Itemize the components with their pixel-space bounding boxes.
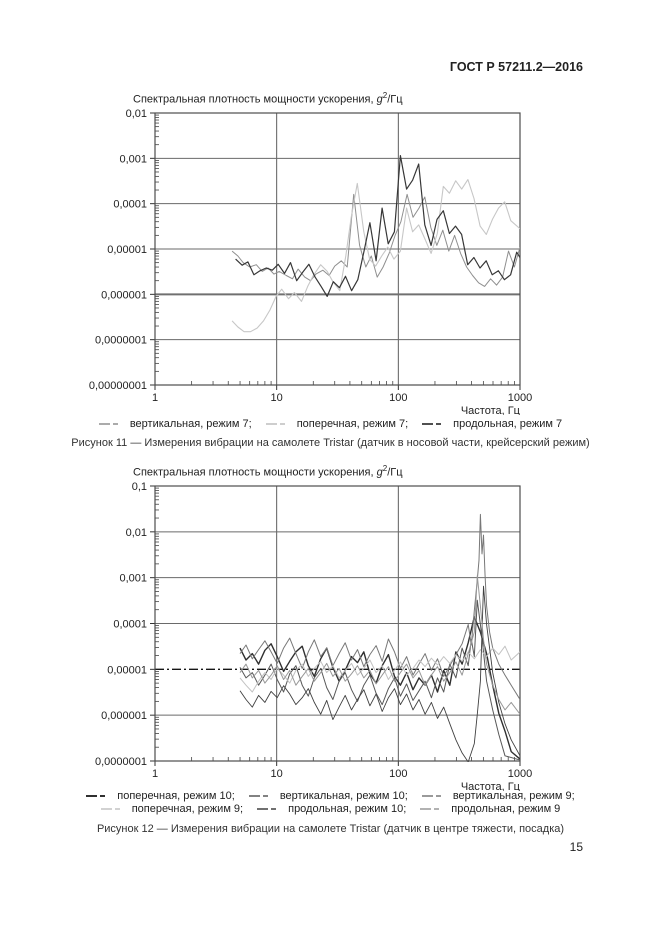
y-tick-label: 0,001 xyxy=(119,153,147,165)
y-tick-label: 0,000001 xyxy=(101,289,147,301)
chart1-title-units: /Гц xyxy=(387,93,403,106)
line-sample-icon xyxy=(257,808,284,810)
x-axis-label: Частота, Гц xyxy=(461,781,521,791)
y-tick-label: 0,01 xyxy=(126,108,147,120)
series-line-продольная-режим-10 xyxy=(239,585,520,762)
chart2-title-gsym: g xyxy=(376,466,383,479)
y-tick-label: 0,00001 xyxy=(107,244,147,256)
x-tick-label: 1000 xyxy=(508,392,532,404)
y-tick-label: 0,0000001 xyxy=(95,335,147,347)
series-line-продольная-режим-7 xyxy=(235,154,520,297)
y-tick-label: 0,0000001 xyxy=(95,756,147,768)
legend-label: продольная, режим 9 xyxy=(451,803,561,815)
x-tick-label: 100 xyxy=(389,768,407,780)
chart1-legend: вертикальная, режим 7; поперечная, режим… xyxy=(0,418,661,430)
x-tick-label: 100 xyxy=(389,392,407,404)
legend-label: вертикальная, режим 10; xyxy=(279,790,408,802)
plot-border xyxy=(154,112,521,386)
legend-label: поперечная, режим 10; xyxy=(117,790,235,802)
legend-item: поперечная, режим 9; xyxy=(100,803,244,815)
legend-item: вертикальная, режим 9; xyxy=(421,790,575,802)
series-line-поперечная-режим-10 xyxy=(239,616,520,760)
chart1-title-gsym: g xyxy=(376,93,383,106)
legend-item: вертикальная, режим 10; xyxy=(248,790,408,802)
chart2-title-sup: 2 xyxy=(382,464,388,473)
y-tick-label: 0,1 xyxy=(132,481,147,493)
chart2-legend-row2: поперечная, режим 9; продольная, режим 1… xyxy=(0,803,661,815)
y-tick-label: 0,00000001 xyxy=(89,380,147,392)
line-sample-icon xyxy=(248,795,275,797)
x-tick-label: 1000 xyxy=(508,768,532,780)
legend-item: поперечная, режим 7; xyxy=(265,418,409,430)
legend-item: вертикальная, режим 7; xyxy=(98,418,252,430)
line-sample-icon xyxy=(422,423,449,425)
legend-item: продольная, режим 10; xyxy=(257,803,406,815)
line-sample-icon xyxy=(421,795,448,797)
series-line-поперечная-режим-7 xyxy=(231,179,520,333)
line-sample-icon xyxy=(98,423,125,425)
x-tick-label: 1 xyxy=(152,392,158,404)
y-tick-label: 0,001 xyxy=(119,573,147,585)
line-sample-icon xyxy=(100,808,127,810)
chart1-title-text: Спектральная плотность мощности ускорени… xyxy=(133,93,377,106)
legend-label: продольная, режим 7 xyxy=(453,418,563,430)
legend-item: продольная, режим 9 xyxy=(420,803,560,815)
series-line-вертикальная-режим-10 xyxy=(239,599,520,761)
chart2-title: Спектральная плотность мощности ускорени… xyxy=(133,464,403,479)
psd-chart-figure-12: 0,1 0,01 0,001 0,0001 0,00001 0,000001 0,00000… xyxy=(95,481,532,791)
legend-label: вертикальная, режим 7; xyxy=(129,418,252,430)
legend-item: продольная, режим 7 xyxy=(422,418,562,430)
chart1-title: Спектральная плотность мощности ускорени… xyxy=(133,91,403,106)
y-tick-label: 0,00001 xyxy=(107,664,147,676)
legend-item: поперечная, режим 10; xyxy=(86,790,235,802)
legend-label: поперечная, режим 7; xyxy=(296,418,409,430)
line-sample-icon xyxy=(265,423,292,425)
legend-label: продольная, режим 10; xyxy=(288,803,407,815)
series-line-продольная-режим-9 xyxy=(239,575,520,715)
x-tick-label: 10 xyxy=(271,768,283,780)
x-axis-label: Частота, Гц xyxy=(461,405,521,415)
series-line-поперечная-режим-9 xyxy=(239,645,520,693)
x-tick-label: 10 xyxy=(271,392,283,404)
y-tick-label: 0,0001 xyxy=(113,199,147,211)
plot-border xyxy=(154,485,521,762)
line-sample-icon xyxy=(420,808,447,810)
y-tick-label: 0,01 xyxy=(126,527,147,539)
page-number: 15 xyxy=(569,840,583,854)
legend-label: поперечная, режим 9; xyxy=(131,803,244,815)
figure-11-caption: Рисунок 11 — Измерения вибрации на самол… xyxy=(71,437,590,449)
figure-12-caption: Рисунок 12 — Измерения вибрации на самол… xyxy=(96,823,565,835)
chart2-legend-row1: поперечная, режим 10; вертикальная, режи… xyxy=(0,790,661,802)
chart2-title-text: Спектральная плотность мощности ускорени… xyxy=(133,466,377,479)
y-tick-label: 0,000001 xyxy=(101,710,147,722)
x-tick-label: 1 xyxy=(152,768,158,780)
series-line-вертикальная-режим-9 xyxy=(239,513,520,700)
series-line-вертикальная-режим-7 xyxy=(231,193,520,287)
chart2-title-units: /Гц xyxy=(387,466,403,479)
psd-chart-figure-11: 0,01 0,001 0,0001 0,00001 0,000001 0,0000001 0… xyxy=(89,108,532,415)
document-header: ГОСТ Р 57211.2—2016 xyxy=(449,60,583,74)
chart1-title-sup: 2 xyxy=(382,91,388,100)
y-tick-label: 0,0001 xyxy=(113,619,147,631)
legend-label: вертикальная, режим 9; xyxy=(452,790,575,802)
line-sample-icon xyxy=(86,795,113,797)
